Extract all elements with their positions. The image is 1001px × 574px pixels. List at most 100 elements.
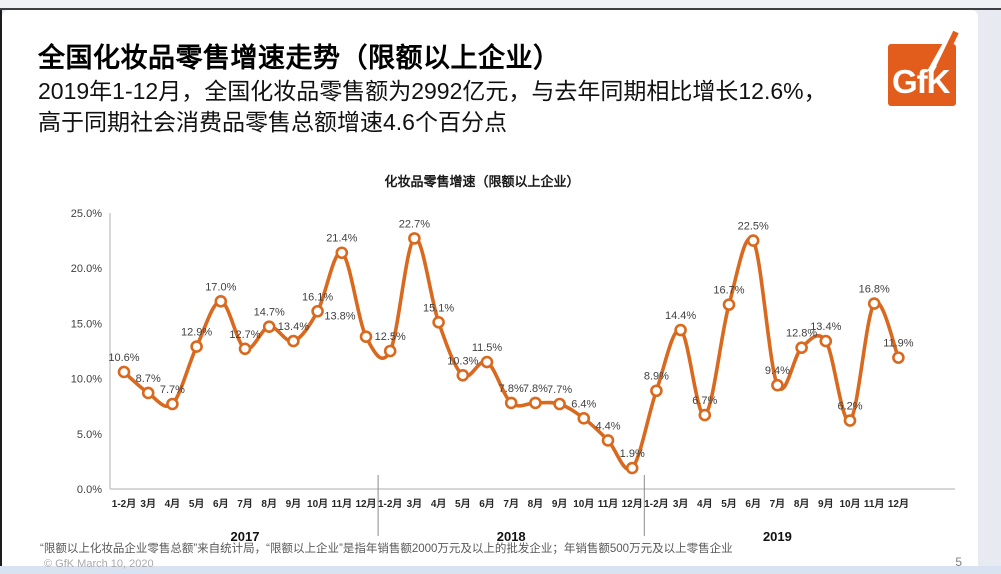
data-point-marker bbox=[698, 408, 712, 422]
data-point-label: 14.7% bbox=[254, 307, 285, 319]
data-point-marker bbox=[335, 246, 349, 260]
data-point-label: 7.8% bbox=[523, 383, 548, 395]
window-left-edge bbox=[0, 10, 2, 574]
copyright-text: © GfK March 10, 2020 bbox=[44, 558, 154, 570]
x-tick-label: 5月 bbox=[455, 498, 471, 510]
background-bottom-strip bbox=[0, 566, 1001, 574]
data-point-label: 22.5% bbox=[738, 221, 769, 233]
data-point-marker bbox=[238, 342, 252, 356]
data-point-label: 17.0% bbox=[205, 281, 236, 293]
x-tick-label: 10月 bbox=[573, 498, 594, 510]
x-tick-label: 8月 bbox=[261, 498, 277, 510]
x-tick-label: 7月 bbox=[237, 498, 253, 510]
data-point-marker bbox=[650, 384, 663, 398]
x-tick-label: 1-2月 bbox=[644, 498, 668, 510]
data-point-label: 12.5% bbox=[375, 331, 406, 343]
data-point-marker bbox=[504, 396, 518, 410]
data-point-marker bbox=[456, 368, 470, 382]
subtitle-line-2: 高于同期社会消费品零售总额增速4.6个百分点 bbox=[38, 109, 507, 135]
data-point-marker bbox=[311, 304, 324, 318]
data-point-label: 10.6% bbox=[108, 352, 139, 364]
data-point-marker bbox=[262, 320, 276, 334]
data-point-marker bbox=[892, 351, 905, 364]
data-point-label: 10.3% bbox=[447, 355, 478, 367]
data-point-label: 13.4% bbox=[810, 321, 841, 333]
x-tick-label: 9月 bbox=[552, 498, 568, 510]
x-tick-label: 11月 bbox=[864, 498, 885, 510]
data-point-marker bbox=[674, 323, 687, 337]
x-tick-label: 4月 bbox=[431, 498, 447, 510]
y-tick-label: 25.0% bbox=[71, 208, 102, 220]
data-point-marker bbox=[383, 344, 397, 358]
x-tick-label: 5月 bbox=[721, 498, 737, 510]
year-label: 2017 bbox=[231, 529, 260, 544]
data-point-label: 13.8% bbox=[324, 311, 355, 323]
data-point-label: 6.4% bbox=[571, 398, 596, 410]
data-point-label: 9.4% bbox=[765, 365, 790, 377]
x-tick-label: 6月 bbox=[745, 498, 761, 510]
data-point-label: 11.5% bbox=[472, 342, 503, 354]
y-tick-label: 20.0% bbox=[71, 263, 102, 275]
data-point-marker bbox=[117, 365, 131, 379]
x-tick-label: 3月 bbox=[407, 498, 423, 510]
y-tick-label: 15.0% bbox=[71, 318, 102, 330]
data-point-marker bbox=[529, 396, 542, 410]
footnote: “限额以上化妆品企业零售总额”来自统计局，“限额以上企业”是指年销售额2000万… bbox=[40, 543, 733, 555]
x-tick-label: 10月 bbox=[839, 498, 860, 510]
chart-area: 0.0% 5.0% 10.0% 15.0% 20.0% 25.0% 2017 2018 2019… bbox=[40, 200, 972, 550]
x-tick-label: 6月 bbox=[479, 498, 495, 510]
data-point-label: 22.7% bbox=[399, 218, 430, 230]
data-point-label: 8.9% bbox=[644, 371, 669, 383]
chart-title: 化妆品零售增速（限额以上企业） bbox=[384, 174, 580, 189]
trend-line-chart: 0.0% 5.0% 10.0% 15.0% 20.0% 25.0% 2017 2018 2019… bbox=[71, 208, 955, 544]
x-tick-label: 9月 bbox=[818, 498, 834, 510]
data-point-marker bbox=[601, 434, 615, 447]
data-point-label: 16.1% bbox=[302, 291, 333, 303]
data-point-label: 7.7% bbox=[547, 384, 572, 396]
data-point-marker bbox=[553, 397, 566, 411]
data-point-marker bbox=[746, 234, 760, 247]
background-right-strip bbox=[978, 10, 1001, 574]
data-point-label: 12.7% bbox=[229, 329, 260, 341]
x-tick-label: 11月 bbox=[332, 498, 353, 510]
data-point-marker bbox=[722, 298, 736, 311]
page-subtitle: 2019年1-12月，全国化妆品零售额为2992亿元，与去年同期相比增长12.6… bbox=[38, 76, 898, 138]
x-tick-label: 9月 bbox=[286, 498, 302, 510]
data-point-marker bbox=[577, 412, 591, 425]
window-top-rule bbox=[0, 8, 1001, 10]
y-tick-label: 0.0% bbox=[77, 484, 102, 496]
window-top-strip bbox=[0, 0, 1001, 8]
data-point-label: 7.7% bbox=[160, 384, 185, 396]
x-tick-label: 4月 bbox=[697, 498, 713, 510]
data-point-label: 1.9% bbox=[620, 448, 645, 460]
x-tick-label: 6月 bbox=[213, 498, 229, 510]
x-tick-label: 1-2月 bbox=[112, 498, 136, 510]
page-number: 5 bbox=[955, 555, 962, 569]
data-point-marker bbox=[867, 297, 881, 310]
slide-canvas: 全国化妆品零售增速走势（限额以上企业） 2019年1-12月，全国化妆品零售额为… bbox=[2, 10, 978, 570]
x-tick-label: 10月 bbox=[307, 498, 328, 510]
x-tick-label: 12月 bbox=[888, 498, 909, 510]
data-point-marker bbox=[214, 295, 228, 308]
data-point-label: 12.8% bbox=[786, 328, 817, 340]
subtitle-line-1: 2019年1-12月，全国化妆品零售额为2992亿元，与去年同期相比增长12.6… bbox=[38, 78, 827, 104]
gfk-logo: GfK bbox=[888, 30, 959, 106]
x-tick-label: 12月 bbox=[622, 498, 643, 510]
gfk-logo-slash-gap bbox=[927, 38, 951, 74]
x-tick-label: 12月 bbox=[355, 498, 376, 510]
data-point-label: 21.4% bbox=[326, 233, 357, 245]
data-point-label: 13.4% bbox=[278, 321, 309, 333]
trend-line bbox=[122, 236, 901, 472]
data-point-marker bbox=[287, 334, 300, 348]
data-point-marker bbox=[795, 341, 808, 354]
x-tick-label: 7月 bbox=[503, 498, 519, 510]
data-point-marker bbox=[190, 340, 203, 353]
data-point-label: 15.1% bbox=[423, 302, 454, 314]
x-tick-label: 1-2月 bbox=[378, 498, 402, 510]
gfk-logo-slash-icon bbox=[936, 30, 959, 69]
y-tick-label: 5.0% bbox=[77, 429, 102, 441]
data-point-label: 8.7% bbox=[136, 373, 161, 385]
x-tick-label: 8月 bbox=[528, 498, 544, 510]
data-point-marker bbox=[625, 461, 639, 475]
